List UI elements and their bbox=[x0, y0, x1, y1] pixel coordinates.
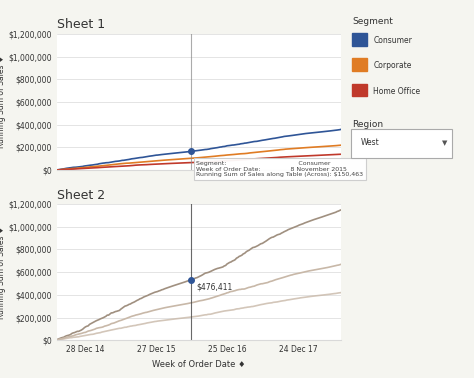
Y-axis label: Running Sum of Sales ♦: Running Sum of Sales ♦ bbox=[0, 56, 6, 149]
Text: Segment: Segment bbox=[352, 17, 393, 26]
Bar bbox=[352, 84, 367, 96]
Text: Region: Region bbox=[352, 120, 383, 129]
Text: Consumer: Consumer bbox=[373, 36, 412, 45]
Text: $476,411: $476,411 bbox=[196, 282, 232, 291]
Text: Sheet 2: Sheet 2 bbox=[57, 189, 105, 201]
FancyBboxPatch shape bbox=[351, 129, 452, 158]
Text: ▼: ▼ bbox=[442, 140, 447, 146]
Text: Corporate: Corporate bbox=[373, 61, 411, 70]
Text: West: West bbox=[361, 138, 380, 147]
Text: Sheet 1: Sheet 1 bbox=[57, 19, 105, 31]
Bar bbox=[352, 33, 367, 46]
Text: Home Office: Home Office bbox=[373, 87, 420, 96]
X-axis label: Week of Order Date ♦: Week of Order Date ♦ bbox=[152, 359, 246, 369]
Text: Segment:                                    Consumer
Week of Order Date:        : Segment: Consumer Week of Order Date: bbox=[196, 161, 364, 177]
Bar bbox=[352, 58, 367, 71]
Y-axis label: Running Sum of Sales ♦: Running Sum of Sales ♦ bbox=[0, 226, 6, 319]
